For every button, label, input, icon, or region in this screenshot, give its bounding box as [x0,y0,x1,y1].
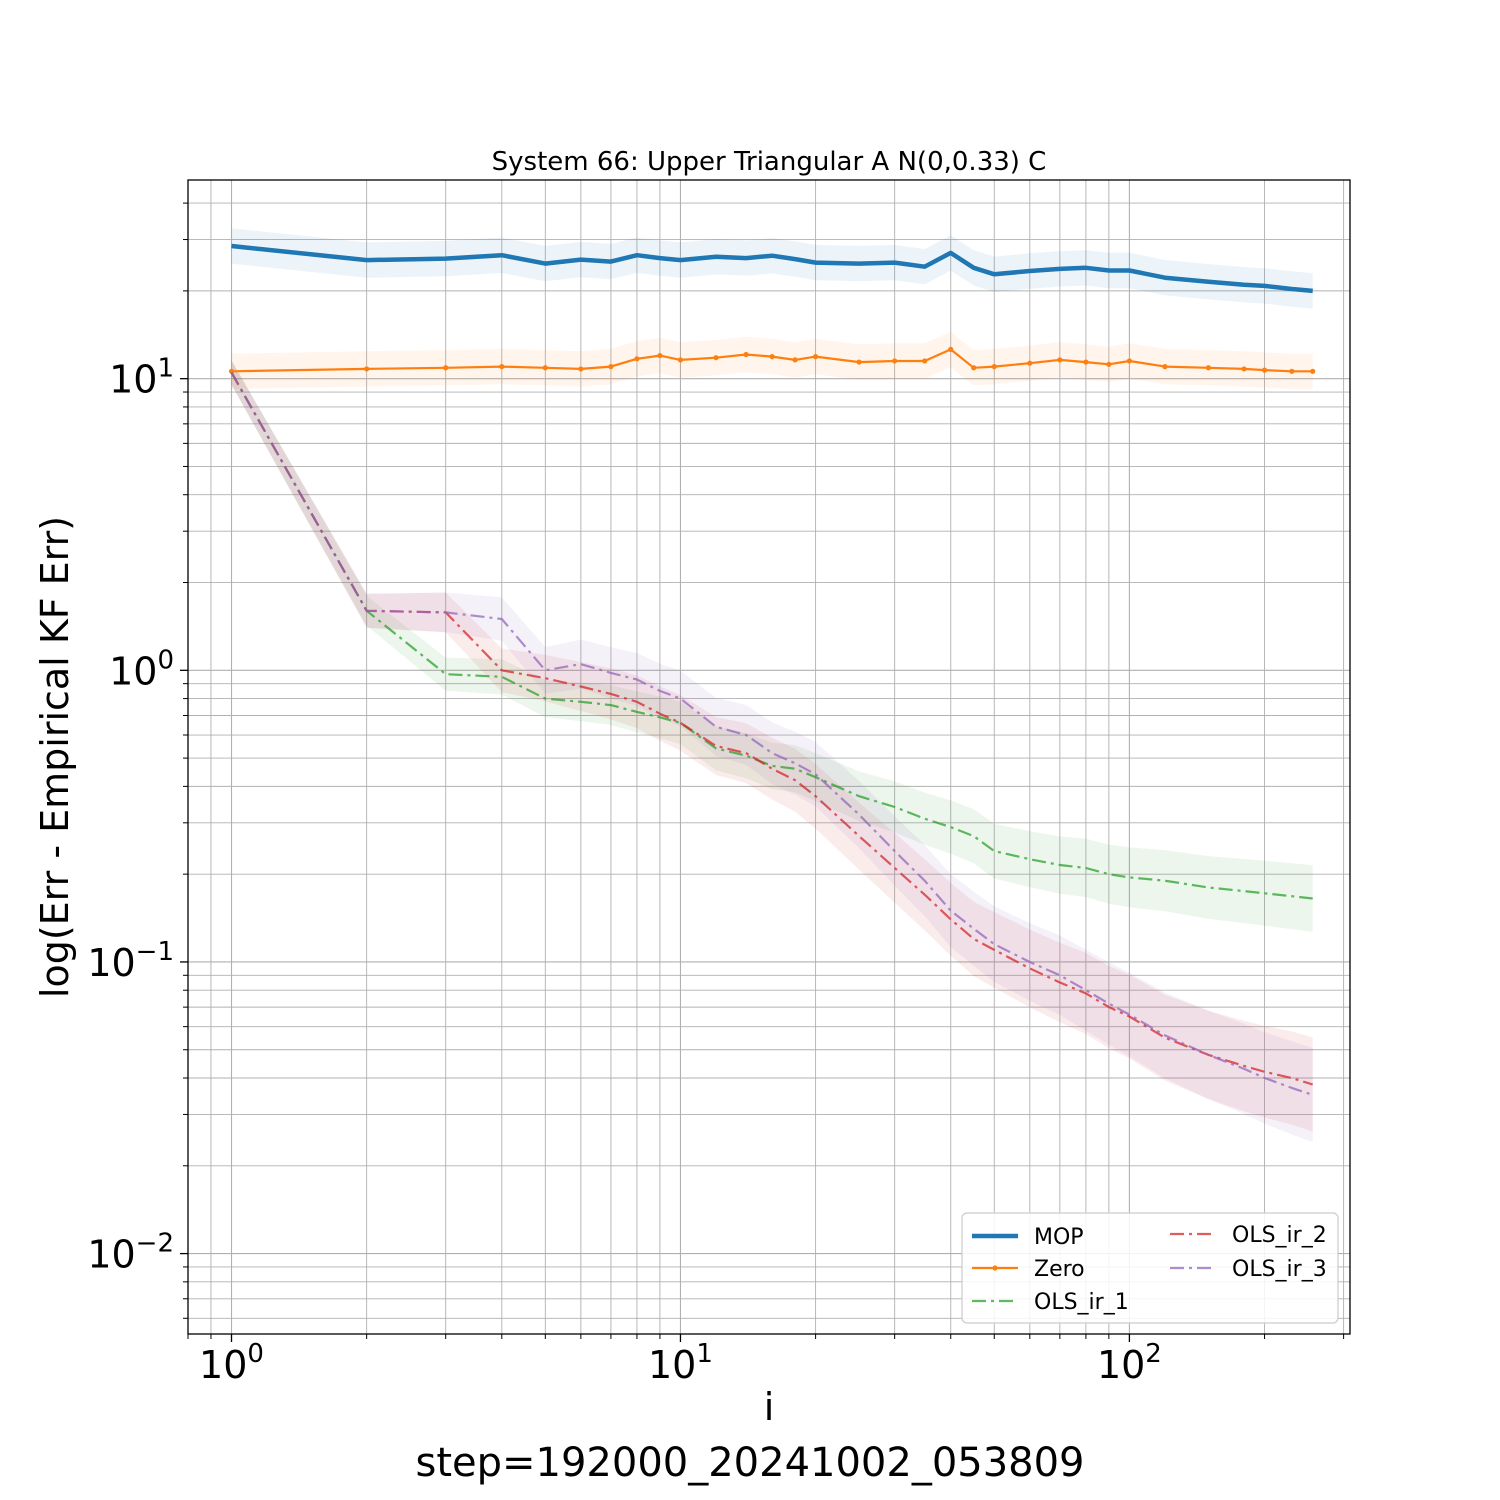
series-point-Zero [1261,367,1268,373]
series-point-Zero [608,364,614,370]
series-line-OLS_ir_3 [230,371,1314,1096]
y-tick-label: 10−2 [87,1229,174,1277]
series-point-Zero [792,357,798,363]
series-line-OLS_ir_2 [230,371,1314,1086]
series-point-Zero [971,365,977,371]
band-OLS_ir_2 [231,360,1313,1132]
series-point-Zero [1162,364,1168,370]
band-OLS_ir_3 [231,360,1313,1142]
confidence-bands [231,228,1313,1142]
series-lines [228,243,1316,1096]
legend: MOP Zero OLS_ir_1 OLS_ir_2 OLS_ir_3 [961,1212,1339,1324]
legend-label-OLS_ir_1: OLS_ir_1 [1034,1290,1129,1315]
grid-lines [187,180,1350,1334]
legend-marker-Zero [992,1265,998,1271]
legend-box [961,1212,1339,1324]
x-axis-ticks: 100 101 102 [187,1334,1345,1387]
series-point-Zero [443,365,449,371]
legend-label-MOP: MOP [1034,1225,1084,1250]
y-tick-label: 100 [109,645,174,693]
band-MOP [231,228,1313,309]
series-point-Zero [657,352,663,359]
series-point-Zero [1310,368,1316,374]
series-point-Zero [922,358,928,364]
series-line-OLS_ir_1 [230,371,1313,900]
y-tick-label: 10−1 [87,937,174,985]
series-point-Zero [856,359,862,365]
band-OLS_ir_1 [231,360,1313,932]
y-axis-ticks: 10−2 10−1 100 101 [87,202,188,1319]
series-point-Zero [1057,357,1063,363]
series-point-Zero [1083,359,1089,365]
x-tick-label: 102 [1097,1339,1162,1387]
series-point-Zero [713,355,719,361]
legend-label-OLS_ir_2: OLS_ir_2 [1232,1223,1327,1248]
series-line-MOP [231,243,1313,294]
series-point-Zero [1289,368,1295,374]
series-point-Zero [578,366,584,372]
legend-label-Zero: Zero [1034,1257,1085,1282]
x-axis-label: i [764,1385,775,1429]
band-Zero [231,331,1313,389]
series-point-Zero [948,346,954,353]
series-point-Zero [892,358,898,364]
series-point-Zero [499,364,505,370]
x-tick-label: 100 [199,1339,264,1387]
series-point-Zero [743,351,749,358]
legend-label-OLS_ir_3: OLS_ir_3 [1232,1257,1327,1282]
y-tick-label: 101 [109,354,174,402]
series-point-Zero [364,366,370,372]
series-point-Zero [542,365,548,371]
series-line-Zero [231,348,1313,373]
series-point-Zero [1241,366,1247,372]
y-axis-label: log(Err - Empirical KF Err) [33,516,77,998]
series-point-Zero [1126,358,1133,364]
figure-footer: step=192000_20241002_053809 [415,1440,1084,1486]
x-tick-label: 101 [648,1339,713,1387]
series-point-Zero [1106,361,1112,367]
series-point-Zero [677,357,684,363]
series-point-Zero [769,354,775,360]
series-point-Zero [634,356,640,362]
series-point-Zero [1205,365,1212,371]
plot-frame [187,179,1351,1335]
series-point-Zero [1027,360,1033,366]
series-point-Zero [813,354,819,360]
series-point-Zero [991,364,997,370]
chart-title: System 66: Upper Triangular A N(0,0.33) … [492,147,1047,177]
